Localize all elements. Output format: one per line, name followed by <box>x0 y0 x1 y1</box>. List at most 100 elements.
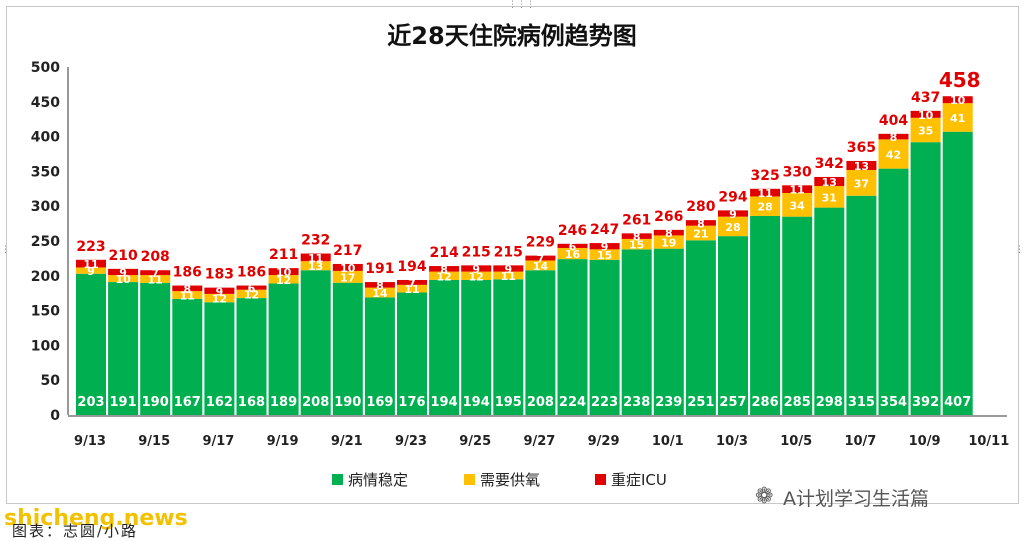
y-tick-label: 200 <box>31 269 60 285</box>
resize-handle-top[interactable]: ⋮⋮⋮ <box>508 0 535 10</box>
bar-segment <box>685 225 716 241</box>
bar-segment <box>332 282 363 415</box>
bar-segment <box>140 282 171 415</box>
bar-segment <box>108 282 139 415</box>
segment-label: 21 <box>693 227 708 240</box>
segment-label: 191 <box>110 395 137 410</box>
total-label: 229 <box>526 235 555 251</box>
segment-label: 15 <box>597 249 612 262</box>
segment-label: 9 <box>216 285 224 298</box>
bar-segment <box>332 270 363 283</box>
segment-label: 257 <box>719 395 746 410</box>
bar-segment <box>942 131 973 415</box>
total-label: 342 <box>815 156 844 172</box>
chart-caption: 图表：志圆/小路 <box>12 522 139 540</box>
segment-label: 167 <box>174 395 201 410</box>
bar-segment <box>557 259 588 415</box>
y-tick-label: 350 <box>31 164 60 180</box>
total-label: 215 <box>462 244 491 260</box>
legend-label: 需要供氧 <box>480 471 540 489</box>
total-label: 365 <box>847 140 876 156</box>
total-label: 404 <box>879 113 908 129</box>
bar-segment <box>461 271 492 280</box>
segment-label: 14 <box>372 287 388 300</box>
bar-segment <box>846 170 877 196</box>
bar-segment <box>397 284 427 293</box>
chart-title: 近28天住院病例趋势图 <box>387 22 636 50</box>
bar-segment <box>910 142 941 415</box>
total-label: 261 <box>622 212 651 228</box>
bar-segment <box>204 302 235 415</box>
total-label: 294 <box>718 189 747 205</box>
bar-segment <box>782 185 813 193</box>
bar-segment <box>300 253 331 262</box>
y-tick-label: 250 <box>31 234 60 250</box>
bar-segment <box>718 236 748 415</box>
segment-label: 176 <box>398 395 425 410</box>
segment-label: 286 <box>752 395 779 410</box>
segment-label: 17 <box>340 271 355 284</box>
bar-segment <box>718 210 748 217</box>
x-tick-label: 9/23 <box>395 434 427 449</box>
segment-label: 9 <box>119 266 127 279</box>
total-label: 266 <box>654 209 683 225</box>
bar-segment <box>814 207 845 415</box>
bar-segment <box>878 139 909 169</box>
x-axis: 9/13 9/15 9/17 9/19 9/21 9/23 9/25 9/27 9/29 10/1… <box>68 415 1009 449</box>
segment-label: 8 <box>633 231 641 244</box>
x-tick-label: 9/27 <box>523 434 555 449</box>
resize-handle-left[interactable]: ⋮ <box>1 245 10 255</box>
segment-label: 190 <box>334 395 361 410</box>
segment-label: 238 <box>623 395 650 410</box>
total-label: 186 <box>173 265 202 281</box>
segment-label: 10 <box>115 273 131 286</box>
segment-label: 189 <box>270 395 297 410</box>
segment-label: 11 <box>790 184 805 197</box>
segment-label: 10 <box>276 266 292 279</box>
segment-label: 251 <box>687 395 714 410</box>
segment-label: 12 <box>212 293 227 306</box>
bar-segment <box>268 275 299 284</box>
bars <box>76 96 973 415</box>
segment-label: 8 <box>440 263 448 276</box>
total-label: 247 <box>590 222 619 238</box>
bar-segment <box>621 249 652 415</box>
segment-label: 19 <box>661 237 676 250</box>
segment-label: 392 <box>912 395 939 410</box>
bar-segment <box>493 271 524 280</box>
legend-swatch <box>595 474 606 485</box>
legend-swatch <box>464 474 475 485</box>
bar-segment <box>300 261 331 271</box>
bar-segment <box>685 240 716 415</box>
y-tick-label: 50 <box>41 373 61 389</box>
segment-label: 194 <box>463 395 490 410</box>
segment-label: 407 <box>944 395 971 410</box>
x-tick-label: 9/29 <box>588 434 620 449</box>
resize-handle-right[interactable]: ⋮ <box>1015 245 1024 255</box>
segment-label: 224 <box>559 395 586 410</box>
y-tick-label: 450 <box>31 95 60 111</box>
x-tick-label: 9/21 <box>331 434 363 449</box>
segment-label: 285 <box>784 395 811 410</box>
segment-label: 11 <box>501 270 516 283</box>
total-label: 223 <box>76 239 105 255</box>
bar-segment <box>782 216 813 415</box>
segment-label: 10 <box>918 109 934 122</box>
bar-segment <box>557 243 588 248</box>
bar-segment <box>461 265 492 272</box>
bar-segment <box>782 192 813 217</box>
bar-segment <box>429 279 460 415</box>
bar-segment <box>525 260 556 271</box>
total-label: 330 <box>783 164 812 180</box>
bar-segment <box>108 275 139 283</box>
segment-label: 9 <box>729 208 737 221</box>
bar-segment <box>76 267 106 274</box>
bar-segment <box>429 266 460 272</box>
x-tick-label: 9/19 <box>267 434 299 449</box>
y-tick-label: 400 <box>31 130 60 146</box>
segment-label: 12 <box>276 274 291 287</box>
bar-segment <box>589 249 620 260</box>
bar-segment <box>846 195 877 415</box>
bar-segment <box>172 298 203 415</box>
